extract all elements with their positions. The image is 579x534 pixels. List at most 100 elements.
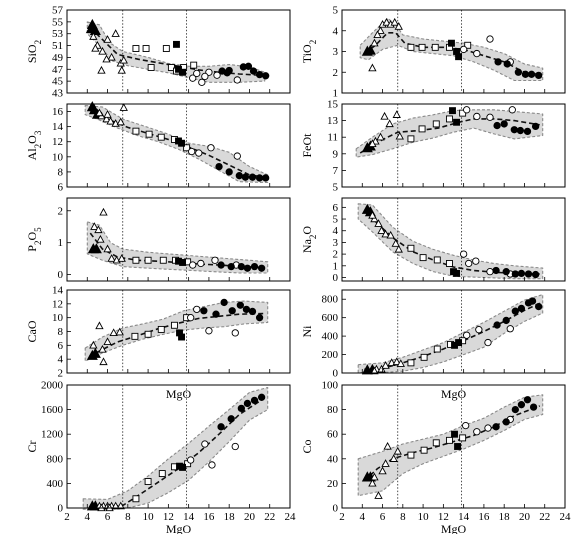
- data-point: [493, 321, 501, 329]
- data-point: [529, 403, 538, 411]
- data-point: [167, 64, 175, 71]
- y-tick-label: 10: [52, 312, 64, 324]
- data-point: [107, 254, 116, 262]
- data-point: [257, 264, 266, 272]
- trend-line: [88, 312, 265, 358]
- plot-frame: [66, 9, 291, 94]
- data-point: [99, 207, 108, 216]
- x-tick-label: 20: [244, 511, 256, 523]
- data-point: [231, 329, 239, 337]
- data-point: [102, 54, 111, 63]
- data-point: [492, 266, 500, 275]
- data-point: [215, 162, 223, 171]
- data-point: [448, 39, 455, 47]
- data-point: [157, 325, 165, 333]
- data-point: [231, 442, 239, 451]
- plot-frame: [66, 197, 291, 282]
- data-point: [511, 405, 519, 414]
- y-tick-label: 0: [58, 503, 64, 515]
- data-point: [376, 132, 385, 141]
- y-axis-label: Na2O: [300, 226, 318, 254]
- data-point: [534, 302, 543, 311]
- y-tick-label: 45: [52, 76, 64, 88]
- x-tick-label: 24: [285, 511, 297, 523]
- data-point: [396, 359, 405, 367]
- data-point: [233, 76, 241, 84]
- data-point: [511, 307, 519, 315]
- y-axis-label: Ni: [300, 325, 314, 338]
- x-tick-label: 2: [64, 511, 70, 523]
- data-point: [255, 314, 264, 322]
- data-point: [503, 60, 511, 68]
- trend-band: [357, 203, 544, 280]
- data-point: [99, 357, 108, 366]
- data-point: [205, 327, 213, 335]
- y-tick-label: 57: [52, 5, 64, 17]
- y-tick-label: 2: [333, 249, 339, 261]
- data-point: [248, 173, 257, 181]
- data-point: [385, 119, 394, 128]
- y-tick-label: 3: [333, 237, 339, 249]
- data-point: [89, 347, 101, 358]
- data-point: [419, 254, 427, 262]
- plot-frame: [341, 384, 566, 509]
- data-point: [144, 478, 152, 486]
- data-point: [418, 43, 426, 51]
- data-point: [162, 45, 170, 52]
- data-point: [189, 261, 197, 269]
- data-point: [220, 298, 228, 307]
- data-point: [484, 424, 492, 432]
- data-point: [368, 63, 377, 72]
- data-point: [528, 297, 537, 305]
- data-point: [157, 133, 165, 141]
- y-axis-label: Cr: [25, 440, 39, 452]
- data-point: [502, 267, 510, 276]
- data-point: [433, 256, 441, 264]
- data-point: [364, 44, 376, 55]
- y-axis-label: P2O5: [25, 227, 43, 252]
- data-point: [383, 441, 392, 450]
- y-tick-label: 400: [47, 478, 64, 490]
- data-point: [473, 428, 481, 436]
- x-tick-label: 8: [400, 511, 406, 523]
- trend-band: [357, 294, 544, 374]
- y-axis-label: SiO2: [25, 40, 43, 63]
- y-tick-label: 16: [52, 106, 64, 118]
- data-point: [465, 259, 473, 268]
- data-point: [431, 43, 439, 51]
- data-point: [386, 230, 395, 239]
- y-tick-label: 200: [322, 349, 339, 361]
- data-point: [179, 463, 187, 471]
- data-point: [188, 147, 196, 156]
- data-point: [131, 332, 139, 340]
- data-point: [502, 316, 510, 325]
- data-point: [517, 401, 526, 409]
- data-point: [493, 121, 501, 130]
- data-point: [103, 244, 112, 253]
- data-point: [178, 139, 185, 147]
- data-point: [453, 269, 460, 277]
- y-tick-label: 14: [52, 121, 64, 133]
- data-point: [394, 22, 403, 30]
- y-tick-label: 4: [58, 354, 64, 366]
- x-tick-label: 24: [560, 511, 572, 523]
- plot-frame: [66, 103, 291, 188]
- data-point: [178, 333, 185, 341]
- data-point: [420, 353, 428, 361]
- x-axis-label: MgO: [166, 387, 192, 401]
- y-tick-label: 6: [58, 340, 64, 352]
- data-point: [145, 130, 153, 138]
- data-point: [418, 125, 426, 133]
- x-tick-label: 10: [418, 511, 430, 523]
- data-point: [373, 30, 382, 39]
- data-point: [534, 71, 543, 80]
- y-tick-label: 4: [333, 25, 339, 37]
- y-tick-label: 1200: [41, 429, 64, 441]
- y-tick-label: 10: [52, 151, 64, 163]
- data-point: [377, 226, 386, 234]
- x-tick-label: 8: [125, 511, 131, 523]
- data-point: [511, 270, 519, 278]
- data-point: [492, 423, 500, 431]
